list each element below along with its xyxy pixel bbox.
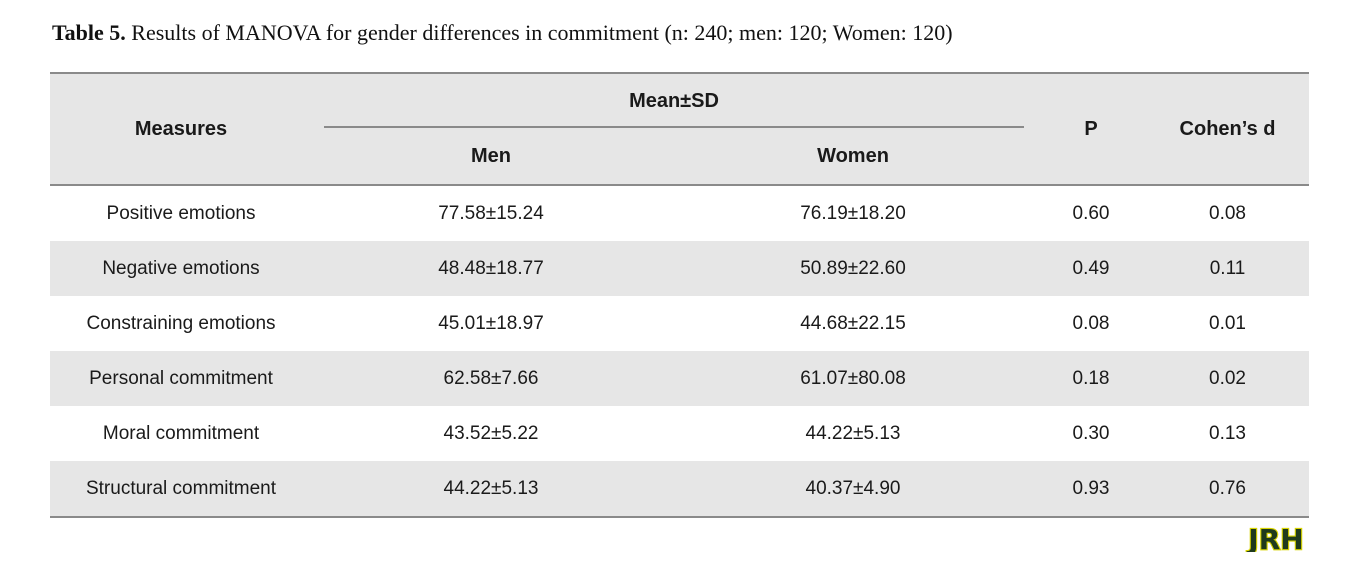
cell-women: 50.89±22.60	[670, 241, 1037, 296]
header-mean-sd: Mean±SD	[312, 72, 1037, 128]
cell-men: 77.58±15.24	[438, 202, 544, 224]
cell-men: 44.22±5.13	[312, 461, 670, 518]
cell-p: 0.08	[1072, 312, 1110, 334]
cell-cohens-d: 0.08	[1209, 202, 1246, 224]
table-body: Positive emotions 77.58±15.24 76.19±18.2…	[50, 185, 1310, 518]
cell-men: 43.52±5.22	[443, 422, 539, 444]
cell-measure: Structural commitment	[50, 461, 312, 518]
table-row: Moral commitment 43.52±5.22 44.22±5.13 0…	[50, 406, 1309, 461]
header-mean-sd-label: Mean±SD	[629, 89, 719, 112]
jrh-logo: JRH	[1245, 526, 1305, 552]
cell-measure: Constraining emotions	[86, 312, 276, 334]
cell-cohens-d: 0.01	[1209, 312, 1246, 334]
table-caption-text: Results of MANOVA for gender differences…	[125, 20, 953, 45]
cell-cohens-d: 0.11	[1146, 241, 1310, 296]
cell-men: 45.01±18.97	[438, 312, 544, 334]
table-row: Constraining emotions 45.01±18.97 44.68±…	[50, 296, 1309, 351]
cell-men: 62.58±7.66	[312, 351, 670, 406]
header-row-top: Measures Mean±SD P Cohen’s d	[50, 72, 1310, 186]
cell-women: 44.22±5.13	[805, 422, 901, 444]
cell-women: 44.68±22.15	[800, 312, 906, 334]
cell-p: 0.30	[1072, 422, 1110, 444]
results-table: Measures Mean±SD P Cohen’s d Men Women P…	[50, 72, 1310, 518]
cell-measure: Negative emotions	[50, 241, 312, 296]
cell-p: 0.18	[1036, 351, 1147, 406]
table-row: Personal commitment 62.58±7.66 61.07±80.…	[50, 351, 1310, 406]
cell-women: 76.19±18.20	[800, 202, 906, 224]
cell-cohens-d: 0.02	[1146, 351, 1310, 406]
cell-p: 0.93	[1036, 461, 1147, 518]
header-row-bottom: Men Women	[50, 128, 1309, 186]
mean-sd-divider	[324, 126, 1025, 128]
cell-p: 0.60	[1072, 202, 1110, 224]
table-caption-label: Table 5.	[52, 20, 126, 45]
table-row: Structural commitment 44.22±5.13 40.37±4…	[50, 461, 1310, 518]
table-row: Positive emotions 77.58±15.24 76.19±18.2…	[50, 185, 1309, 241]
cell-measure: Moral commitment	[102, 422, 260, 444]
jrh-logo-text: JRH	[1246, 526, 1303, 552]
cell-women: 61.07±80.08	[670, 351, 1037, 406]
cell-cohens-d: 0.76	[1146, 461, 1310, 518]
table-caption: Table 5. Results of MANOVA for gender di…	[52, 20, 953, 46]
table-row: Negative emotions 48.48±18.77 50.89±22.6…	[50, 241, 1310, 296]
header-p: P	[1036, 72, 1147, 186]
cell-p: 0.49	[1036, 241, 1147, 296]
cell-cohens-d: 0.13	[1209, 422, 1246, 444]
header-cohens-d: Cohen’s d	[1146, 72, 1310, 186]
cell-measure: Positive emotions	[106, 202, 256, 224]
header-women: Women	[670, 128, 1037, 186]
results-table-container: Measures Mean±SD P Cohen’s d Men Women P…	[50, 72, 1310, 518]
table-header: Measures Mean±SD P Cohen’s d Men Women	[50, 72, 1310, 186]
cell-women: 40.37±4.90	[670, 461, 1037, 518]
cell-measure: Personal commitment	[50, 351, 312, 406]
cell-men: 48.48±18.77	[312, 241, 670, 296]
header-men: Men	[312, 128, 670, 186]
header-measures: Measures	[50, 72, 312, 186]
